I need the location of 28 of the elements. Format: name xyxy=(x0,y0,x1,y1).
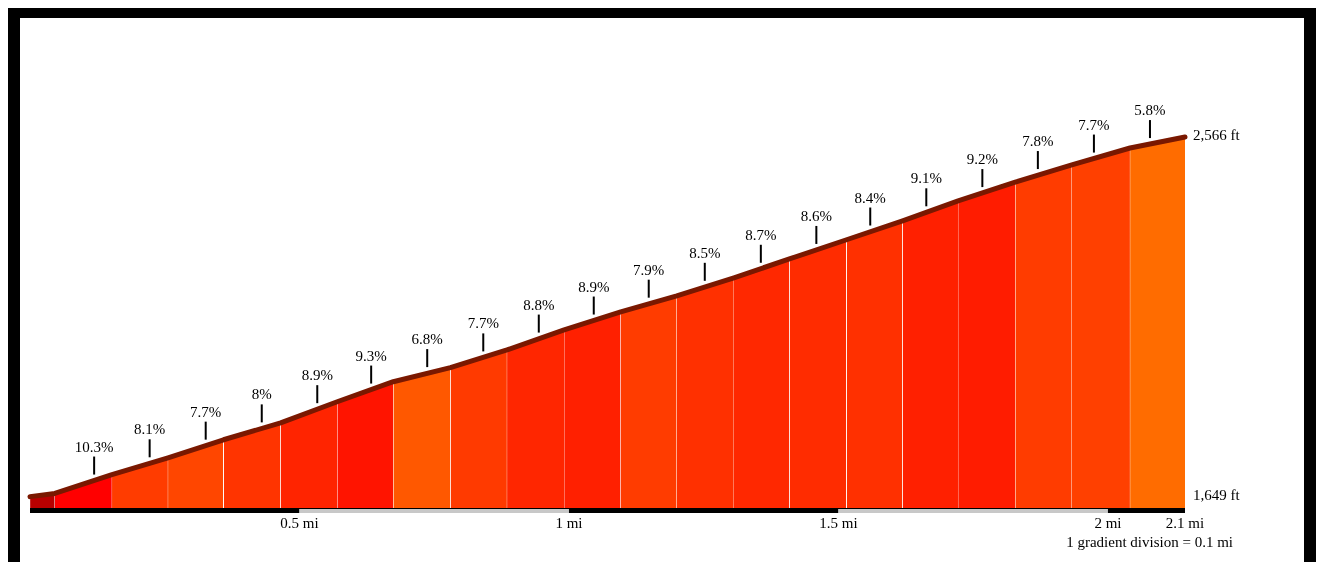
y-tick-label: 2,566 ft xyxy=(1193,127,1241,144)
annotation: 8.1% xyxy=(134,421,166,438)
x-tick-label: 1.5 mi xyxy=(819,515,858,531)
x-tick-label: 1 mi xyxy=(555,515,583,531)
x-tick-label: 2.1 mi xyxy=(1165,515,1205,531)
annotation: 8.5% xyxy=(689,244,721,261)
annotation: 7.8% xyxy=(1022,133,1054,150)
annotation: 9.3% xyxy=(355,347,387,364)
annotation: 7.7% xyxy=(467,315,499,332)
annotation: 8% xyxy=(251,386,272,403)
annotation: 10.3% xyxy=(74,438,114,455)
annotation: 8.4% xyxy=(854,189,886,206)
annotation: 8.9% xyxy=(578,278,610,295)
annotation: 5.8% xyxy=(1134,102,1166,119)
annotation: 8.7% xyxy=(745,226,777,243)
annotation: 9.1% xyxy=(910,170,942,187)
annotation: 8.8% xyxy=(523,296,555,313)
annotation: 8.6% xyxy=(800,207,832,224)
x-tick-label: 2 mi xyxy=(1094,515,1122,531)
y-tick-label: 1,649 ft xyxy=(1193,487,1241,504)
annotation: 7.9% xyxy=(633,261,665,278)
annotation: 6.8% xyxy=(411,331,443,348)
text: 1 gradient division = 0.1 mi xyxy=(1066,534,1233,550)
annotation: 9.2% xyxy=(966,151,998,168)
annotation: 7.7% xyxy=(190,403,222,420)
annotation: 7.7% xyxy=(1078,116,1110,133)
annotation: 8.9% xyxy=(301,367,333,384)
x-tick-label: 0.5 mi xyxy=(280,515,319,531)
